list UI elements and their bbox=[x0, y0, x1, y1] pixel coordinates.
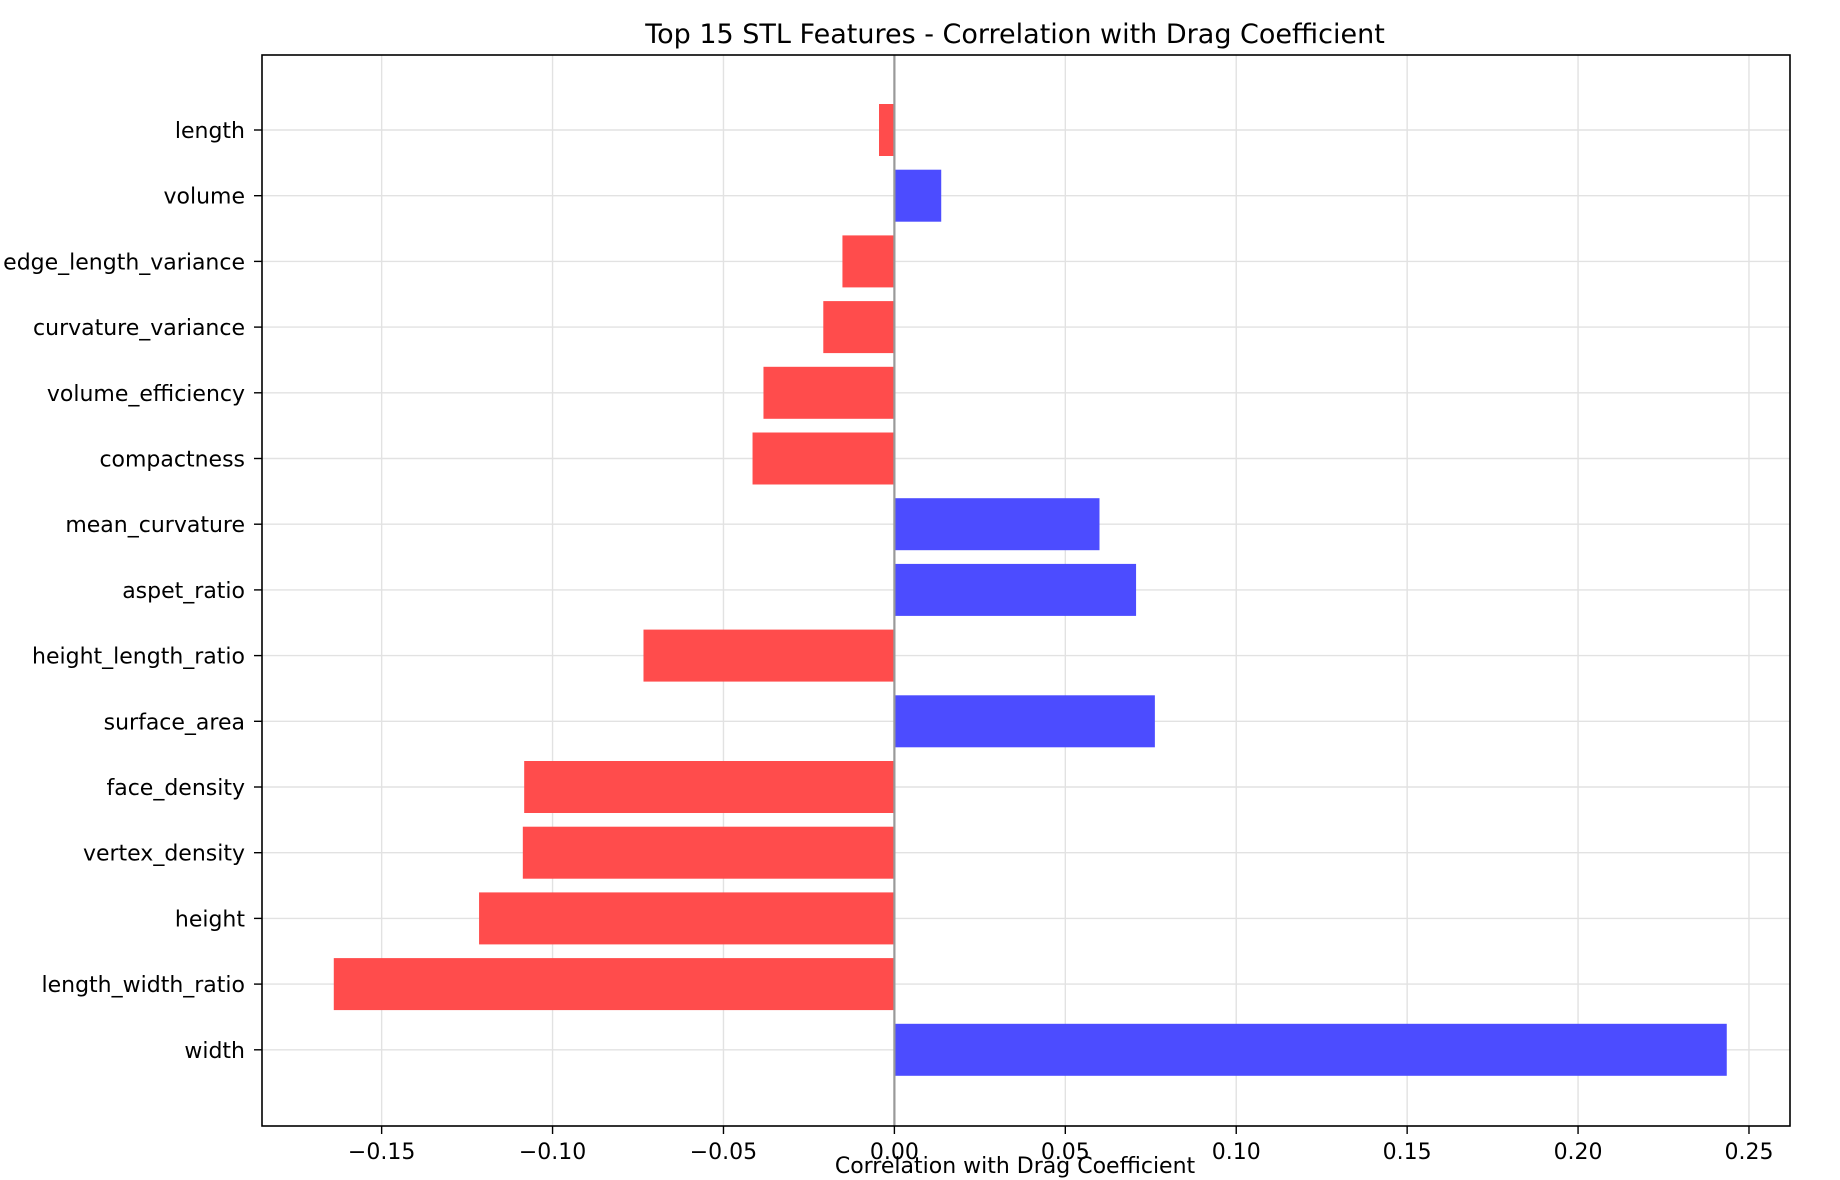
bar-length bbox=[879, 104, 895, 156]
y-tick-label: compactness bbox=[99, 448, 245, 473]
y-tick-label: edge_length_variance bbox=[3, 250, 245, 275]
x-tick-label: 0.20 bbox=[1554, 1140, 1603, 1165]
plot-frame bbox=[261, 54, 1791, 1127]
bar-surface_area bbox=[894, 695, 1155, 748]
x-tick-label: 0.25 bbox=[1724, 1140, 1773, 1165]
y-tick-label: volume_efficiency bbox=[47, 382, 245, 407]
bar-curvature_variance bbox=[823, 301, 895, 354]
y-tick-label: length bbox=[175, 119, 245, 144]
bar-volume bbox=[894, 169, 942, 222]
y-tick-label: surface_area bbox=[104, 710, 245, 735]
y-tick-label: curvature_variance bbox=[33, 316, 245, 341]
bar-vertex_density bbox=[522, 826, 895, 879]
bar-mean_curvature bbox=[894, 498, 1100, 551]
x-axis-title: Correlation with Drag Coefficient bbox=[835, 1154, 1196, 1179]
bar-width bbox=[894, 1023, 1727, 1076]
x-tick-label: −0.15 bbox=[348, 1140, 415, 1165]
y-tick-label: aspet_ratio bbox=[122, 579, 245, 604]
y-tick-label: volume bbox=[163, 185, 245, 210]
chart-title: Top 15 STL Features - Correlation with D… bbox=[644, 19, 1385, 50]
y-tick-label: mean_curvature bbox=[65, 513, 245, 538]
y-tick-label: vertex_density bbox=[83, 842, 245, 867]
x-tick-label: 0.15 bbox=[1383, 1140, 1432, 1165]
bar-volume_efficiency bbox=[763, 366, 895, 419]
y-tick-label: height_length_ratio bbox=[32, 645, 245, 670]
x-tick-label: 0.10 bbox=[1212, 1140, 1261, 1165]
y-tick-label: width bbox=[184, 1039, 245, 1064]
bar-length_width_ratio bbox=[333, 958, 895, 1011]
y-tick-label: length_width_ratio bbox=[42, 973, 246, 998]
x-tick-label: −0.10 bbox=[519, 1140, 586, 1165]
x-tick-label: 0.00 bbox=[870, 1140, 919, 1165]
bar-edge_length_variance bbox=[842, 235, 895, 288]
axis-layer: −0.15 −0.10 −0.05 0.00 0.05 0.10 0.15 0.20 0.25 l… bbox=[3, 54, 1791, 1165]
y-tick-label: face_density bbox=[106, 776, 245, 801]
y-tick-label: height bbox=[175, 907, 245, 932]
x-tick-label: −0.05 bbox=[690, 1140, 757, 1165]
bar-height_length_ratio bbox=[643, 629, 895, 682]
bar-height bbox=[479, 892, 895, 945]
bar-face_density bbox=[524, 761, 895, 813]
bar-aspet_ratio bbox=[894, 563, 1137, 616]
x-tick-label: 0.05 bbox=[1041, 1140, 1090, 1165]
grid-layer bbox=[262, 55, 1790, 1126]
bar-compactness bbox=[752, 432, 895, 485]
bar-layer bbox=[333, 55, 1727, 1126]
